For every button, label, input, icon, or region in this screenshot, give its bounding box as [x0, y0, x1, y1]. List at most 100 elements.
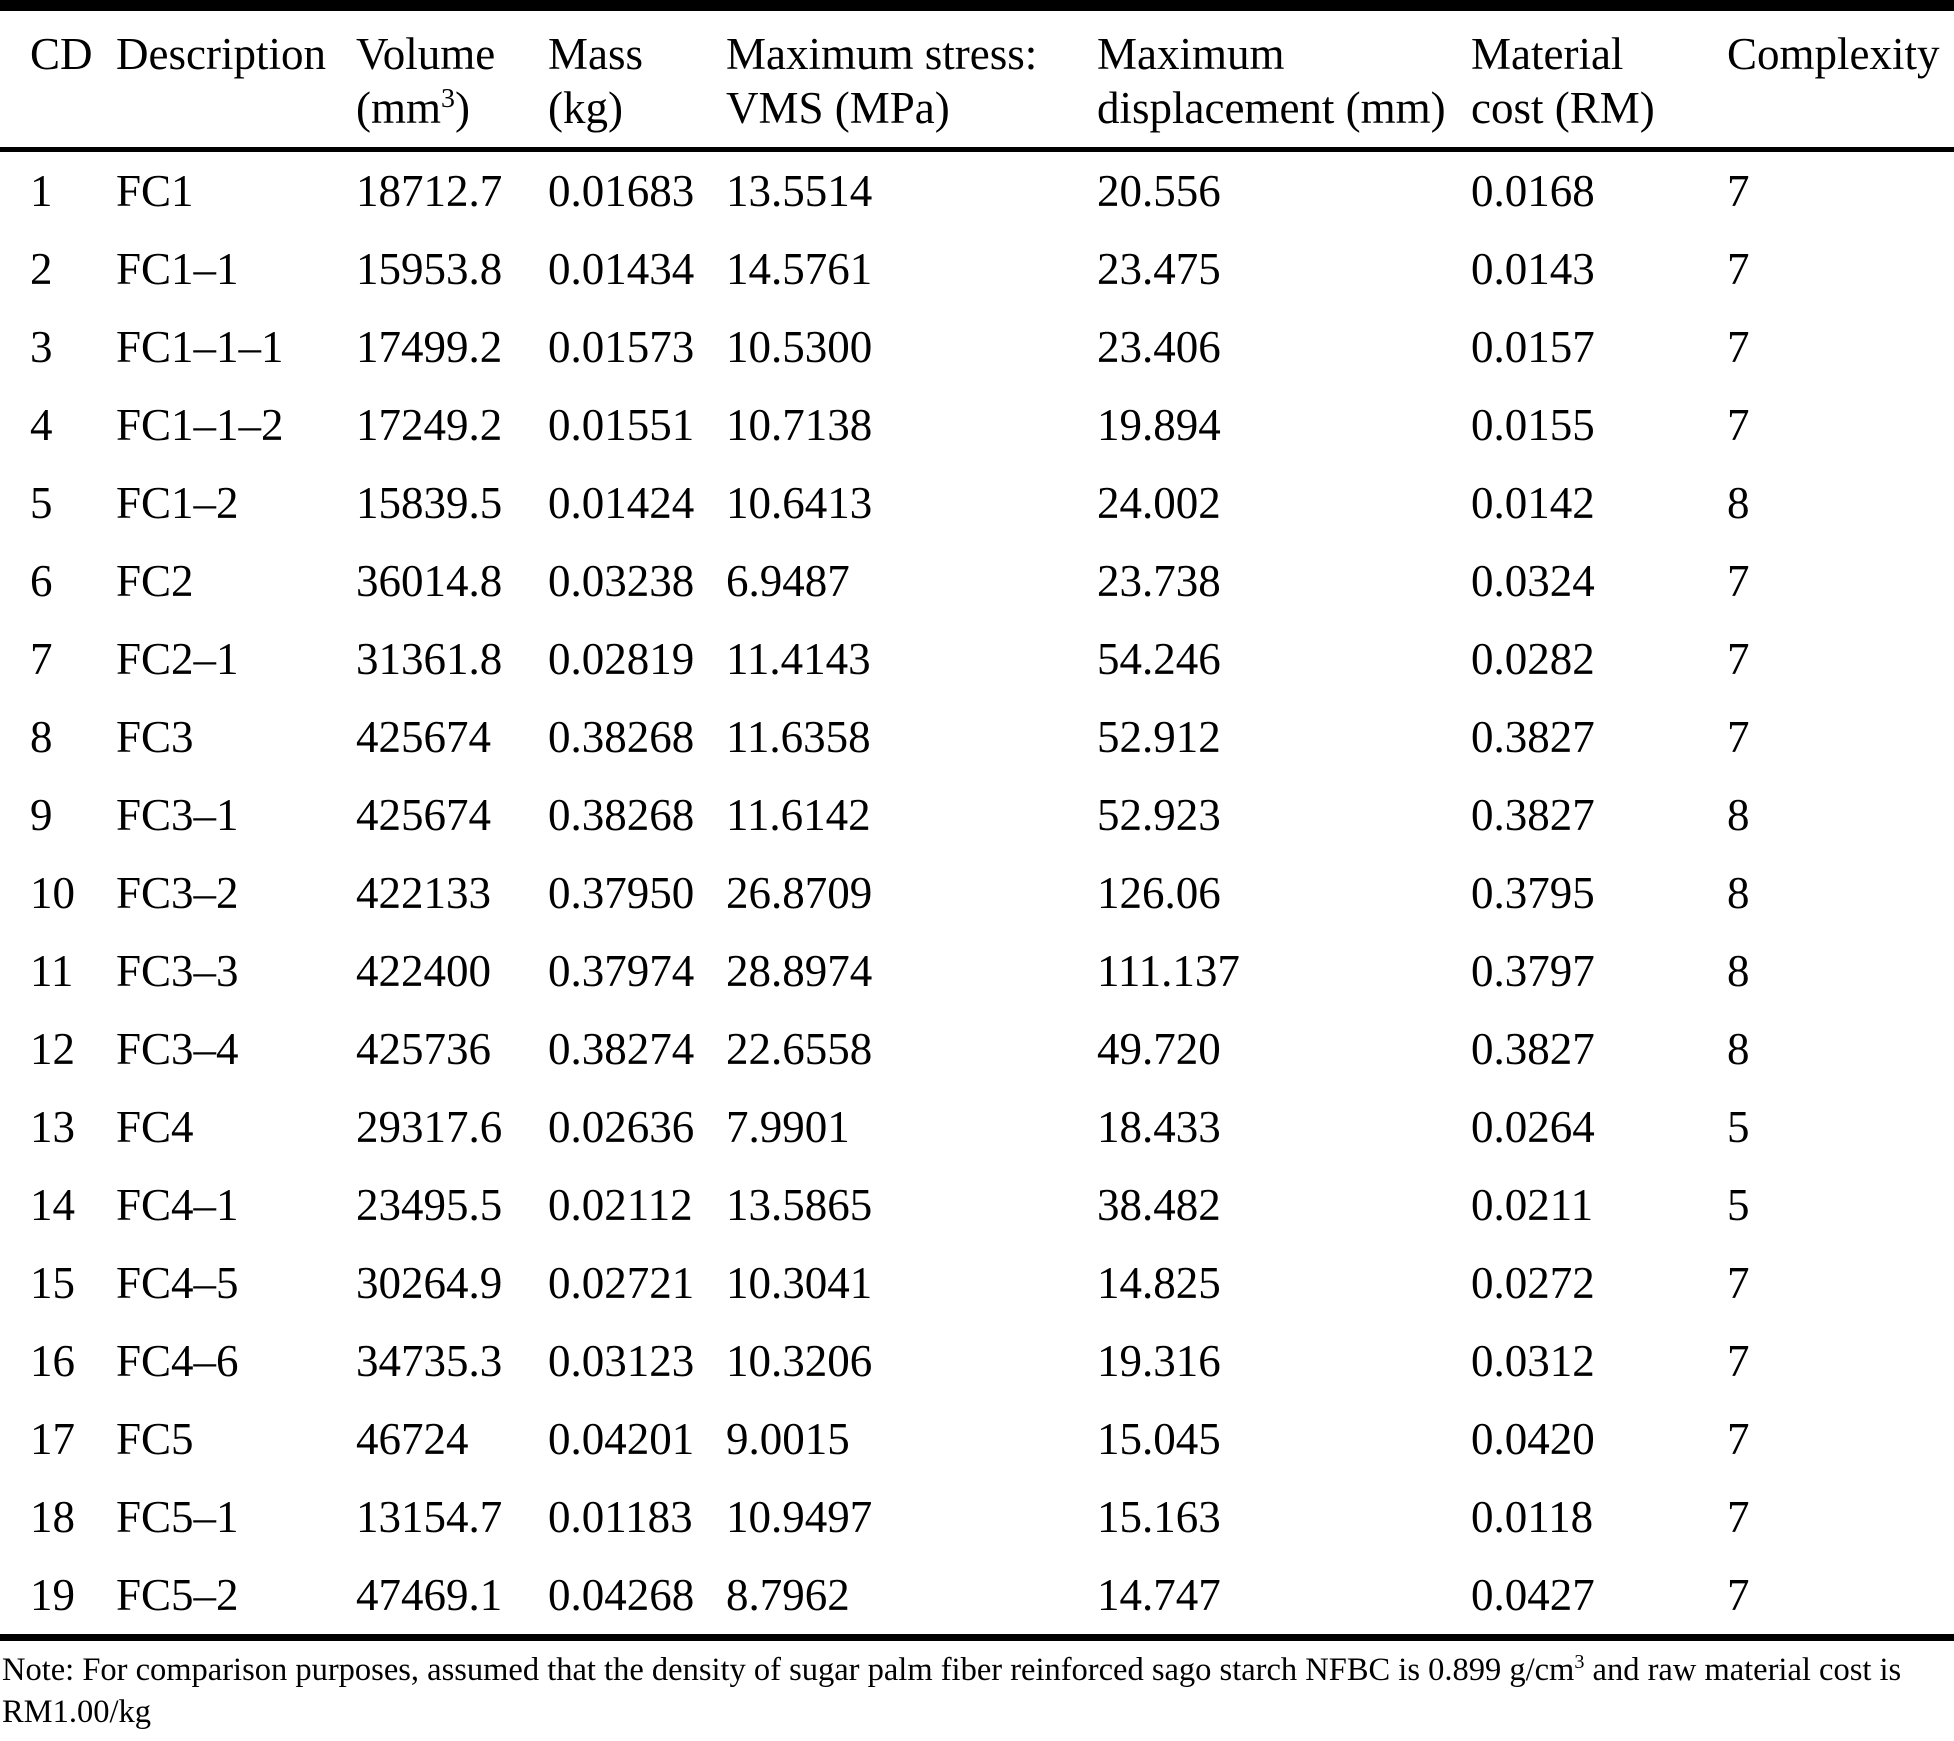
table-cell: 52.923 [1097, 790, 1221, 840]
table-cell: 0.03238 [548, 556, 695, 606]
table-row: 3 FC1–1–1 17499.2 0.01573 10.5300 23.406 0.015… [0, 308, 1954, 386]
table-cell: FC3–1 [116, 790, 239, 840]
table-cell: 0.0118 [1471, 1492, 1594, 1542]
table-cell: 0.37974 [548, 946, 695, 996]
table-cell: 3 [30, 322, 53, 372]
table-cell: FC1–1–2 [116, 400, 284, 450]
table-row: 15 FC4–5 30264.9 0.02721 10.3041 14.825 0.0272… [0, 1244, 1954, 1322]
table-cell: 23.738 [1097, 556, 1221, 606]
table-cell: 7 [1727, 634, 1750, 684]
table-cell: 9 [30, 790, 53, 840]
table-cell: 0.0142 [1471, 478, 1595, 528]
table-cell: 7 [1727, 1336, 1750, 1386]
table-row: 17 FC5 46724 0.04201 9.0015 15.045 0.0420 7 [0, 1400, 1954, 1478]
table-cell: 29317.6 [356, 1102, 503, 1152]
table-cell: 0.3827 [1471, 712, 1595, 762]
table-cell: 422133 [356, 868, 491, 918]
table-cell: 1 [30, 166, 53, 216]
table-cell: 126.06 [1097, 868, 1221, 918]
table-cell: 7 [30, 634, 53, 684]
table-cell: FC4–6 [116, 1336, 239, 1386]
table-row: 11 FC3–3 422400 0.37974 28.8974 111.137 0.3797… [0, 932, 1954, 1010]
table-cell: 15953.8 [356, 244, 503, 294]
table-cell: 2 [30, 244, 53, 294]
table-cell: 14.5761 [726, 244, 873, 294]
col-header-unit: (mm3) [356, 83, 470, 133]
table-row: 6 FC2 36014.8 0.03238 6.9487 23.738 0.0324 7 [0, 542, 1954, 620]
table-cell: 13.5514 [726, 166, 873, 216]
table-cell: 0.0264 [1471, 1102, 1595, 1152]
table-cell: 11 [30, 946, 74, 996]
table-row: 19 FC5–2 47469.1 0.04268 8.7962 14.747 0.0427 7 [0, 1556, 1954, 1634]
table-cell: 0.0272 [1471, 1258, 1595, 1308]
table-cell: 7 [1727, 244, 1750, 294]
table-cell: 0.01551 [548, 400, 695, 450]
table-cell: 0.0168 [1471, 166, 1595, 216]
table-cell: 14.825 [1097, 1258, 1221, 1308]
table-cell: 8 [1727, 478, 1750, 528]
table-cell: 0.3827 [1471, 790, 1595, 840]
table-cell: 23.406 [1097, 322, 1221, 372]
superscript: 3 [1574, 1651, 1585, 1674]
note-text: and raw material cost is [1584, 1652, 1902, 1688]
table-cell: 0.0420 [1471, 1414, 1595, 1464]
table-cell: 0.3797 [1471, 946, 1595, 996]
table-cell: 0.38268 [548, 790, 695, 840]
table-cell: FC1 [116, 166, 194, 216]
table-cell: 19 [30, 1570, 75, 1620]
table-cell: 18 [30, 1492, 75, 1542]
table-cell: 0.0282 [1471, 634, 1595, 684]
table-cell: 17 [30, 1414, 75, 1464]
col-header-description: Description [116, 11, 356, 152]
table-cell: 7 [1727, 1492, 1750, 1542]
table-cell: 0.01683 [548, 166, 695, 216]
table-cell: 17249.2 [356, 400, 503, 450]
table-cell: 10 [30, 868, 75, 918]
table-cell: 0.37950 [548, 868, 695, 918]
table-cell: FC5–2 [116, 1570, 239, 1620]
table-cell: 7 [1727, 322, 1750, 372]
col-header-label: Maximum [1097, 29, 1285, 79]
table-cell: 52.912 [1097, 712, 1221, 762]
table-cell: 15 [30, 1258, 75, 1308]
table-cell: 10.5300 [726, 322, 873, 372]
table-cell: 0.0157 [1471, 322, 1595, 372]
table-cell: 18.433 [1097, 1102, 1221, 1152]
col-header-max-stress: Maximum stress: VMS (MPa) [726, 11, 1097, 152]
col-header-label: Mass [548, 29, 644, 79]
table-cell: 7.9901 [726, 1102, 850, 1152]
table-cell: 15.163 [1097, 1492, 1221, 1542]
table-cell: 0.0312 [1471, 1336, 1595, 1386]
table-cell: 10.3041 [726, 1258, 873, 1308]
table-row: 14 FC4–1 23495.5 0.02112 13.5865 38.482 0.0211… [0, 1166, 1954, 1244]
table-cell: 4 [30, 400, 53, 450]
table-cell: 19.316 [1097, 1336, 1221, 1386]
table-cell: 28.8974 [726, 946, 873, 996]
table-cell: 0.01573 [548, 322, 695, 372]
table-top-rule [0, 0, 1954, 11]
table-cell: FC3–4 [116, 1024, 239, 1074]
table-row: 13 FC4 29317.6 0.02636 7.9901 18.433 0.0264 5 [0, 1088, 1954, 1166]
table-cell: 0.01424 [548, 478, 695, 528]
table-cell: 425736 [356, 1024, 491, 1074]
table-cell: 7 [1727, 166, 1750, 216]
table-cell: 0.02819 [548, 634, 695, 684]
table-cell: 0.01434 [548, 244, 695, 294]
table-cell: 7 [1727, 1570, 1750, 1620]
table-cell: 17499.2 [356, 322, 503, 372]
col-header-label: Material [1471, 29, 1624, 79]
table-cell: 22.6558 [726, 1024, 873, 1074]
table-cell: 8.7962 [726, 1570, 850, 1620]
table-cell: 5 [1727, 1180, 1750, 1230]
table-bottom-rule [0, 1634, 1954, 1641]
table-cell: 0.3795 [1471, 868, 1595, 918]
table-cell: 23.475 [1097, 244, 1221, 294]
table-cell: 24.002 [1097, 478, 1221, 528]
table-cell: FC4–5 [116, 1258, 239, 1308]
table-cell: 422400 [356, 946, 491, 996]
table-cell: 46724 [356, 1414, 469, 1464]
table-row: 7 FC2–1 31361.8 0.02819 11.4143 54.246 0.0282 7 [0, 620, 1954, 698]
table-row: 5 FC1–2 15839.5 0.01424 10.6413 24.002 0.0142 8 [0, 464, 1954, 542]
table-cell: 23495.5 [356, 1180, 503, 1230]
